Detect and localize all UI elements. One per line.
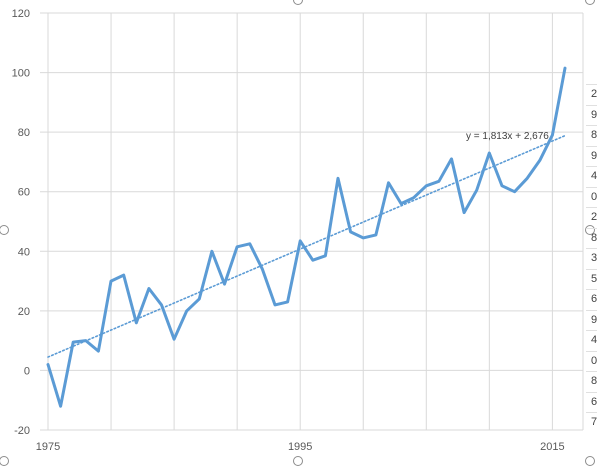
resize-handle[interactable] bbox=[294, 457, 303, 466]
y-tick-label: 80 bbox=[18, 127, 30, 139]
cell-border bbox=[586, 166, 597, 167]
y-tick-label: -20 bbox=[14, 425, 30, 437]
clipped-cell-value: 3 bbox=[591, 252, 597, 264]
y-tick-label: 20 bbox=[18, 306, 30, 318]
trendline bbox=[48, 136, 565, 357]
x-tick-label: 1975 bbox=[36, 441, 60, 453]
y-tick-label: 0 bbox=[24, 365, 30, 377]
cell-border bbox=[586, 371, 597, 372]
cell-border bbox=[586, 146, 597, 147]
y-tick-label: 120 bbox=[12, 8, 30, 20]
y-tick-label: 60 bbox=[18, 187, 30, 199]
series-line bbox=[48, 68, 565, 406]
clipped-cell-value: 2 bbox=[591, 211, 597, 223]
y-tick-label: 40 bbox=[18, 246, 30, 258]
cell-border bbox=[586, 207, 597, 208]
resize-handle[interactable] bbox=[0, 457, 9, 466]
clipped-cell-value: 6 bbox=[591, 293, 597, 305]
cell-border bbox=[586, 84, 597, 85]
cell-border bbox=[586, 330, 597, 331]
clipped-cell-value: 0 bbox=[591, 191, 597, 203]
clipped-cell-value: 4 bbox=[591, 334, 597, 346]
clipped-cell-value: 7 bbox=[591, 416, 597, 428]
clipped-cell-value: 8 bbox=[591, 129, 597, 141]
x-tick-label: 2015 bbox=[540, 441, 564, 453]
cell-border bbox=[586, 310, 597, 311]
adjacent-cells-strip: 2 9 8 9 4 0 2 8 3 5 6 9 4 0 8 6 7 bbox=[586, 0, 597, 466]
clipped-cell-value: 5 bbox=[591, 273, 597, 285]
clipped-cell-value: 8 bbox=[591, 375, 597, 387]
trendline-equation: y = 1,813x + 2,676 bbox=[466, 131, 549, 142]
vertical-gridlines bbox=[40, 13, 583, 430]
cell-border bbox=[586, 289, 597, 290]
cell-border bbox=[586, 125, 597, 126]
x-axis-labels: 1975 1995 2015 bbox=[36, 441, 565, 453]
trendline-group bbox=[48, 136, 565, 357]
cell-border bbox=[586, 351, 597, 352]
clipped-cell-value: 9 bbox=[591, 150, 597, 162]
cell-border bbox=[586, 269, 597, 270]
clipped-cell-value: 0 bbox=[591, 355, 597, 367]
resize-handle[interactable] bbox=[294, 0, 303, 5]
clipped-cell-value: 9 bbox=[591, 314, 597, 326]
clipped-cell-value: 4 bbox=[591, 170, 597, 182]
clipped-cell-value: 2 bbox=[591, 88, 597, 100]
clipped-cell-value: 6 bbox=[591, 396, 597, 408]
horizontal-gridlines bbox=[40, 13, 583, 430]
cell-border bbox=[586, 248, 597, 249]
cell-border bbox=[586, 228, 597, 229]
clipped-cell-value: 8 bbox=[591, 232, 597, 244]
cell-border bbox=[586, 392, 597, 393]
cell-border bbox=[586, 187, 597, 188]
y-axis-labels: 120 100 80 60 40 20 0 -20 bbox=[12, 8, 30, 437]
y-tick-label: 100 bbox=[12, 68, 30, 80]
clipped-cell-value: 9 bbox=[591, 109, 597, 121]
x-tick-label: 1995 bbox=[288, 441, 312, 453]
resize-handle[interactable] bbox=[0, 226, 9, 235]
cell-border bbox=[586, 412, 597, 413]
cell-border bbox=[586, 105, 597, 106]
series-group bbox=[48, 68, 565, 406]
